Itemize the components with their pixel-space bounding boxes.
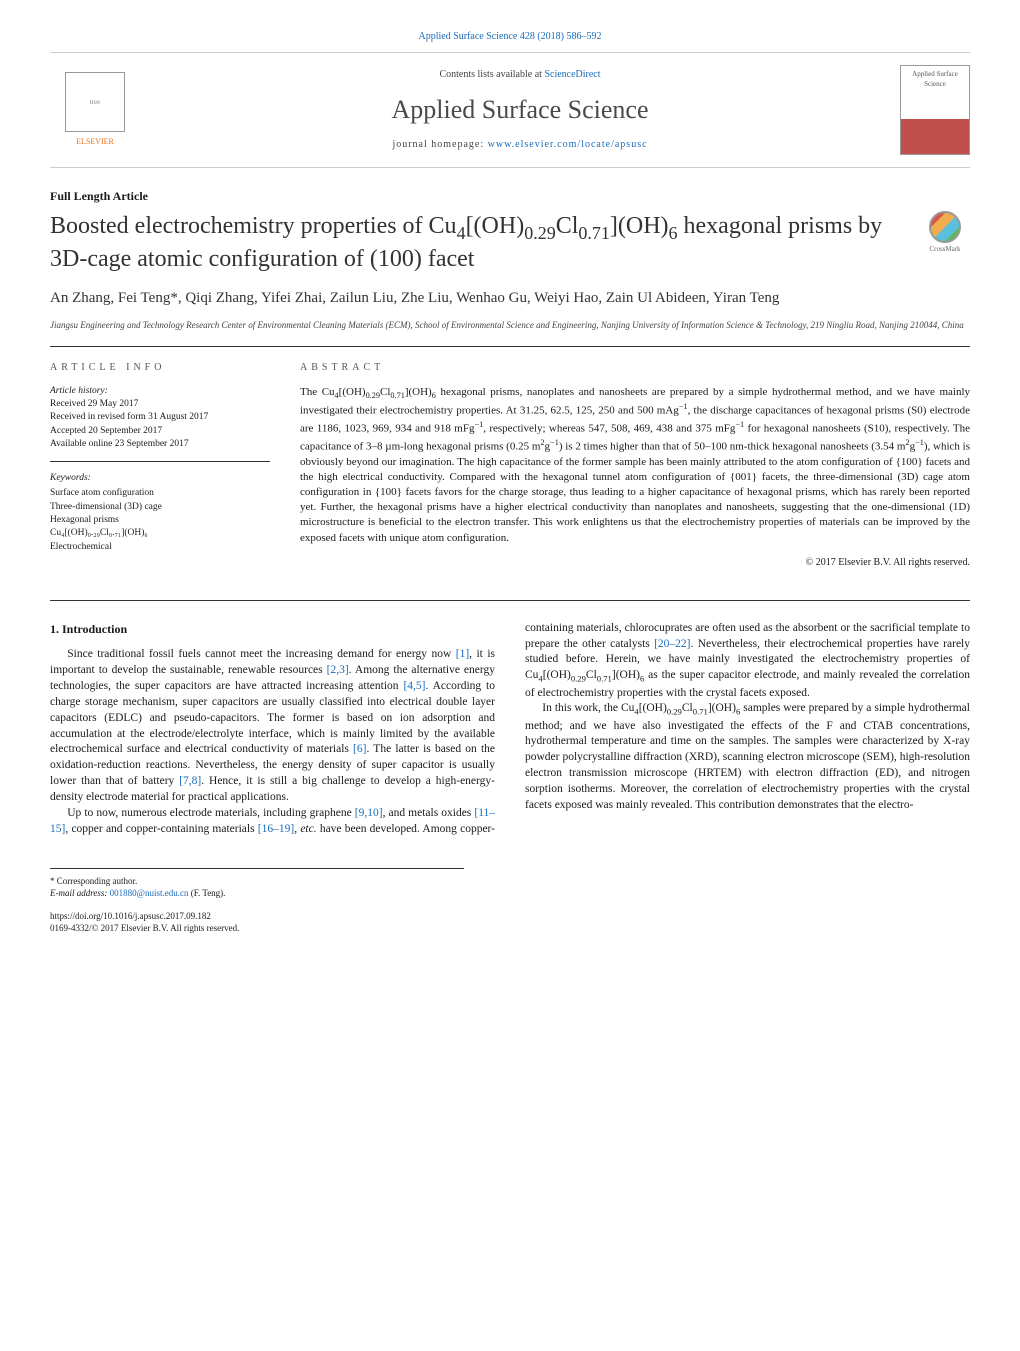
homepage-label: journal homepage: — [392, 139, 487, 150]
keyword-item: Cu₄[(OH)₀.₂₉Cl₀.₇₁](OH)₆ — [50, 527, 270, 540]
info-heading: article info — [50, 361, 270, 375]
keyword-item: Surface atom configuration — [50, 487, 270, 500]
divider — [50, 600, 970, 601]
history-revised: Received in revised form 31 August 2017 — [50, 411, 270, 424]
citation-header: Applied Surface Science 428 (2018) 586–5… — [50, 30, 970, 44]
sciencedirect-link[interactable]: ScienceDirect — [544, 69, 600, 80]
issn-line: 0169-4332/© 2017 Elsevier B.V. All right… — [50, 923, 239, 933]
keyword-item: Electrochemical — [50, 541, 270, 554]
section-heading: 1. Introduction — [50, 621, 495, 638]
elsevier-label: ELSEVIER — [76, 136, 114, 147]
email-name: (F. Teng). — [188, 888, 225, 898]
corresponding-label: * Corresponding author. — [50, 875, 464, 888]
elsevier-logo: tree ELSEVIER — [50, 72, 140, 147]
doi-block: https://doi.org/10.1016/j.apsusc.2017.09… — [50, 910, 970, 935]
abstract-heading: abstract — [300, 361, 970, 375]
email-link[interactable]: 001880@nuist.edu.cn — [110, 888, 189, 898]
crossmark-label: CrossMark — [929, 245, 960, 255]
keyword-item: Hexagonal prisms — [50, 514, 270, 527]
body-columns: 1. Introduction Since traditional fossil… — [50, 621, 970, 838]
abstract: abstract The Cu4[(OH)0.29Cl0.71](OH)6 he… — [300, 361, 970, 570]
homepage-link[interactable]: www.elsevier.com/locate/apsusc — [488, 139, 648, 150]
elsevier-tree-icon: tree — [65, 72, 125, 132]
history-accepted: Accepted 20 September 2017 — [50, 425, 270, 438]
crossmark-badge[interactable]: CrossMark — [920, 211, 970, 255]
contents-line: Contents lists available at ScienceDirec… — [140, 68, 900, 82]
body-para: In this work, the Cu4[(OH)0.29Cl0.71](OH… — [525, 701, 970, 813]
history-online: Available online 23 September 2017 — [50, 438, 270, 451]
journal-banner: tree ELSEVIER Contents lists available a… — [50, 52, 970, 168]
abstract-copyright: © 2017 Elsevier B.V. All rights reserved… — [300, 556, 970, 570]
keyword-item: Three-dimensional (3D) cage — [50, 501, 270, 514]
contents-text: Contents lists available at — [439, 69, 544, 80]
journal-cover-thumbnail: Applied Surface Science — [900, 65, 970, 155]
corresponding-footer: * Corresponding author. E-mail address: … — [50, 868, 464, 900]
article-title: Boosted electrochemistry properties of C… — [50, 211, 900, 274]
history-received: Received 29 May 2017 — [50, 398, 270, 411]
email-label: E-mail address: — [50, 888, 110, 898]
abstract-text: The Cu4[(OH)0.29Cl0.71](OH)6 hexagonal p… — [300, 385, 970, 546]
divider — [50, 346, 970, 347]
crossmark-icon — [929, 211, 961, 243]
history-label: Article history: — [50, 385, 270, 398]
article-type: Full Length Article — [50, 188, 970, 205]
email-line: E-mail address: 001880@nuist.edu.cn (F. … — [50, 887, 464, 900]
banner-center: Contents lists available at ScienceDirec… — [140, 68, 900, 152]
journal-name: Applied Surface Science — [140, 92, 900, 128]
authors: An Zhang, Fei Teng*, Qiqi Zhang, Yifei Z… — [50, 288, 970, 309]
keywords-label: Keywords: — [50, 472, 270, 485]
journal-homepage: journal homepage: www.elsevier.com/locat… — [140, 138, 900, 152]
body-para: Since traditional fossil fuels cannot me… — [50, 647, 495, 806]
affiliation: Jiangsu Engineering and Technology Resea… — [50, 319, 970, 332]
doi-link[interactable]: https://doi.org/10.1016/j.apsusc.2017.09… — [50, 911, 211, 921]
citation-link[interactable]: Applied Surface Science 428 (2018) 586–5… — [418, 31, 601, 42]
article-info-sidebar: article info Article history: Received 2… — [50, 361, 270, 570]
cover-label: Applied Surface Science — [905, 70, 965, 90]
history-block: Article history: Received 29 May 2017 Re… — [50, 385, 270, 462]
